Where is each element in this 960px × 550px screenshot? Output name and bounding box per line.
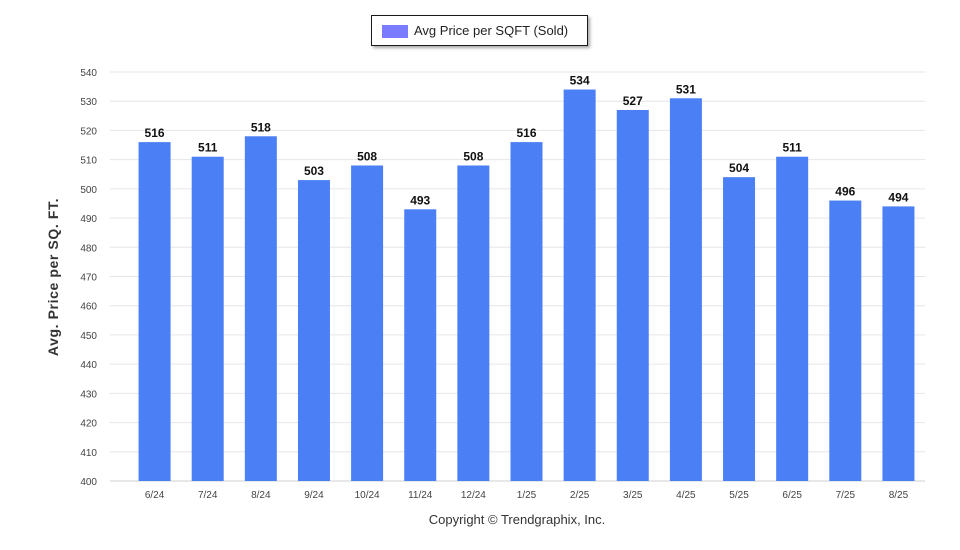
data-label: 493: [410, 193, 430, 207]
y-tick-label: 480: [80, 243, 97, 254]
legend: Avg Price per SQFT (Sold): [371, 15, 588, 46]
data-label: 496: [835, 185, 855, 199]
y-tick-label: 440: [80, 360, 97, 371]
x-tick-label: 3/25: [623, 490, 643, 501]
bar: [244, 136, 277, 481]
data-label: 516: [145, 126, 165, 140]
x-tick-label: 5/25: [729, 490, 749, 501]
bar: [563, 89, 596, 482]
x-tick-label: 11/24: [408, 490, 433, 501]
x-tick-label: 4/25: [676, 490, 696, 501]
data-label: 527: [623, 94, 643, 108]
x-tick-label: 1/25: [517, 490, 537, 501]
copyright-text: Copyright © Trendgraphix, Inc.: [428, 512, 606, 527]
bar: [191, 156, 224, 481]
y-tick-label: 520: [80, 126, 97, 137]
bar: [297, 180, 330, 482]
data-label: 494: [888, 190, 908, 204]
bar: [723, 177, 756, 481]
x-tick-label: 6/25: [782, 490, 802, 501]
data-label: 503: [304, 164, 324, 178]
x-tick-label: 9/24: [304, 490, 324, 501]
bar: [457, 165, 490, 481]
data-label: 511: [198, 141, 218, 155]
bar: [404, 209, 437, 482]
x-tick-label: 10/24: [355, 490, 380, 501]
data-label: 531: [676, 82, 696, 96]
bar: [776, 156, 809, 481]
bar: [616, 109, 649, 481]
y-tick-label: 500: [80, 185, 97, 196]
data-label: 518: [251, 120, 271, 134]
y-tick-label: 410: [80, 448, 97, 459]
y-tick-label: 400: [80, 477, 97, 488]
data-label: 534: [570, 74, 590, 88]
data-label: 508: [463, 149, 483, 163]
y-tick-label: 540: [80, 68, 97, 79]
data-label: 516: [516, 126, 536, 140]
y-tick-label: 460: [80, 302, 97, 313]
y-tick-label: 490: [80, 214, 97, 225]
x-tick-label: 8/24: [251, 490, 271, 501]
y-tick-label: 510: [80, 156, 97, 167]
y-tick-label: 470: [80, 273, 97, 284]
legend-swatch: [382, 25, 408, 38]
y-tick-label: 420: [80, 419, 97, 430]
y-tick-label: 450: [80, 331, 97, 342]
x-tick-label: 7/25: [836, 490, 856, 501]
x-tick-label: 12/24: [461, 490, 486, 501]
legend-label: Avg Price per SQFT (Sold): [414, 23, 569, 38]
x-tick-label: 7/24: [198, 490, 218, 501]
bar: [829, 200, 862, 482]
x-tick-label: 6/24: [145, 490, 165, 501]
data-label: 504: [729, 161, 749, 175]
y-tick-label: 430: [80, 389, 97, 400]
y-axis-title: Avg. Price per SQ. FT.: [45, 197, 61, 357]
bar: [351, 165, 384, 481]
x-tick-label: 8/25: [889, 490, 909, 501]
y-tick-label: 530: [80, 97, 97, 108]
bar: [138, 142, 171, 481]
data-label: 508: [357, 149, 377, 163]
bar: [510, 142, 543, 481]
data-label: 511: [782, 141, 802, 155]
bar: [669, 98, 702, 482]
bar: [882, 206, 915, 481]
x-tick-label: 2/25: [570, 490, 590, 501]
